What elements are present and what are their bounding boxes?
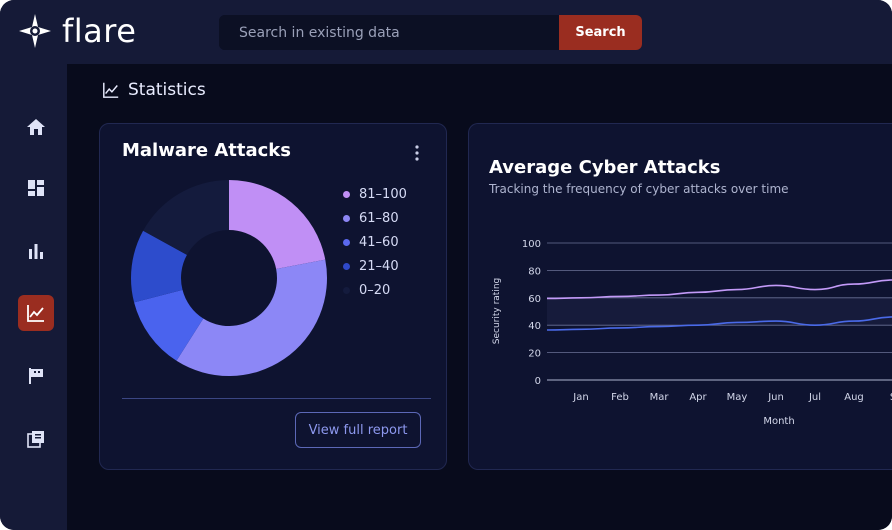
- cyber-card-title: Average Cyber Attacks: [489, 157, 721, 178]
- malware-card-title: Malware Attacks: [122, 140, 291, 161]
- x-tick-label: Aug: [844, 392, 864, 403]
- sidebar-item-flags[interactable]: [18, 358, 54, 394]
- legend-swatch: [343, 238, 350, 246]
- line-chart-icon: [103, 82, 119, 98]
- more-options-icon[interactable]: [412, 144, 422, 162]
- series-line: [546, 279, 892, 300]
- legend-label: 81–100: [359, 186, 407, 202]
- y-tick-label: 20: [528, 349, 541, 360]
- series-line: [546, 316, 892, 331]
- sidebar-item-dashboard[interactable]: [18, 170, 54, 206]
- view-full-report-button[interactable]: View full report: [295, 412, 421, 448]
- cyber-card-subtitle: Tracking the frequency of cyber attacks …: [489, 182, 789, 196]
- legend-item: 21–40: [343, 254, 407, 278]
- y-axis-label: Security rating: [492, 278, 502, 344]
- donut-slice: [131, 230, 187, 303]
- legend-item: 0–20: [343, 278, 407, 302]
- logo[interactable]: flare: [16, 12, 136, 50]
- line-chart-icon: [27, 305, 44, 322]
- y-tick-label: 100: [522, 239, 541, 250]
- sidebar-item-statistics[interactable]: [18, 295, 54, 331]
- legend-swatch: [343, 262, 350, 270]
- legend-label: 41–60: [359, 234, 399, 250]
- x-tick-label: S: [890, 392, 892, 403]
- legend-swatch: [343, 190, 350, 198]
- legend-label: 0–20: [359, 282, 391, 298]
- average-cyber-attacks-card: [468, 123, 892, 470]
- donut-slice: [176, 259, 327, 376]
- home-icon: [27, 119, 45, 135]
- x-tick-label: Feb: [611, 392, 629, 403]
- bar-chart-icon: [29, 244, 43, 259]
- search-button[interactable]: Search: [559, 15, 642, 50]
- donut-slice: [143, 180, 229, 255]
- page-title: Statistics: [128, 80, 206, 100]
- malware-legend: 81–100 61–80 41–60 21–40 0–20: [343, 182, 407, 302]
- page-heading: Statistics: [102, 80, 206, 100]
- x-tick-label: Jan: [572, 392, 588, 403]
- library-icon: [27, 431, 44, 448]
- card-divider: [122, 398, 431, 399]
- donut-slice: [229, 180, 326, 270]
- legend-label: 61–80: [359, 210, 399, 226]
- legend-label: 21–40: [359, 258, 399, 274]
- malware-donut-chart: [131, 180, 327, 376]
- dashboard-grid-icon: [28, 180, 44, 196]
- legend-item: 41–60: [343, 230, 407, 254]
- chart-band: [547, 297, 892, 326]
- search-input[interactable]: [219, 15, 559, 50]
- top-bar: flare Search: [0, 0, 892, 64]
- y-tick-label: 40: [528, 321, 541, 332]
- sidebar: [0, 64, 67, 530]
- cyber-line-chart: 0 20 40 60 80 100 Jan Feb Mar Apr May Jun Jul Aug S Mon…: [492, 239, 892, 427]
- x-tick-label: Mar: [650, 392, 670, 403]
- x-tick-label: Jun: [767, 392, 784, 403]
- sidebar-item-library[interactable]: [18, 421, 54, 457]
- y-tick-label: 60: [528, 294, 541, 305]
- legend-item: 61–80: [343, 206, 407, 230]
- legend-item: 81–100: [343, 182, 407, 206]
- y-tick-label: 0: [535, 376, 541, 387]
- x-tick-label: Jul: [808, 392, 821, 403]
- donut-slice: [134, 289, 204, 361]
- x-tick-label: Apr: [689, 392, 707, 403]
- flare-logo-icon: [19, 14, 51, 48]
- y-tick-label: 80: [528, 266, 541, 277]
- legend-swatch: [343, 286, 350, 294]
- sidebar-item-reports[interactable]: [18, 233, 54, 269]
- sidebar-item-home[interactable]: [18, 109, 54, 145]
- app-name: flare: [62, 12, 137, 50]
- legend-swatch: [343, 214, 350, 222]
- x-axis-label: Month: [763, 416, 794, 427]
- flag-icon: [29, 368, 43, 384]
- x-tick-label: May: [727, 392, 748, 403]
- search-bar: Search: [219, 15, 642, 50]
